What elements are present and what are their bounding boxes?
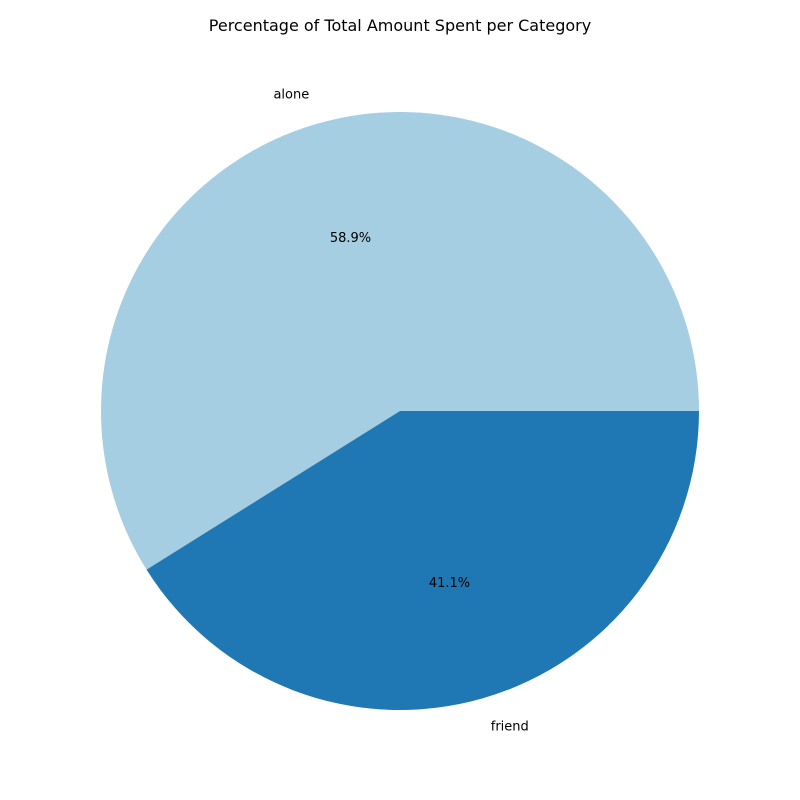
pie-slice-alone (100, 111, 699, 570)
slice-label-alone: alone (273, 87, 309, 102)
pie-slice-friend (146, 411, 699, 710)
slice-percent-alone: 58.9% (330, 231, 371, 246)
pie-labels: alone 58.9% friend 41.1% (273, 87, 528, 734)
chart-title: Percentage of Total Amount Spent per Cat… (209, 16, 591, 35)
pie-slices (100, 111, 699, 710)
slice-label-friend: friend (491, 720, 529, 735)
slice-percent-friend: 41.1% (429, 576, 470, 591)
